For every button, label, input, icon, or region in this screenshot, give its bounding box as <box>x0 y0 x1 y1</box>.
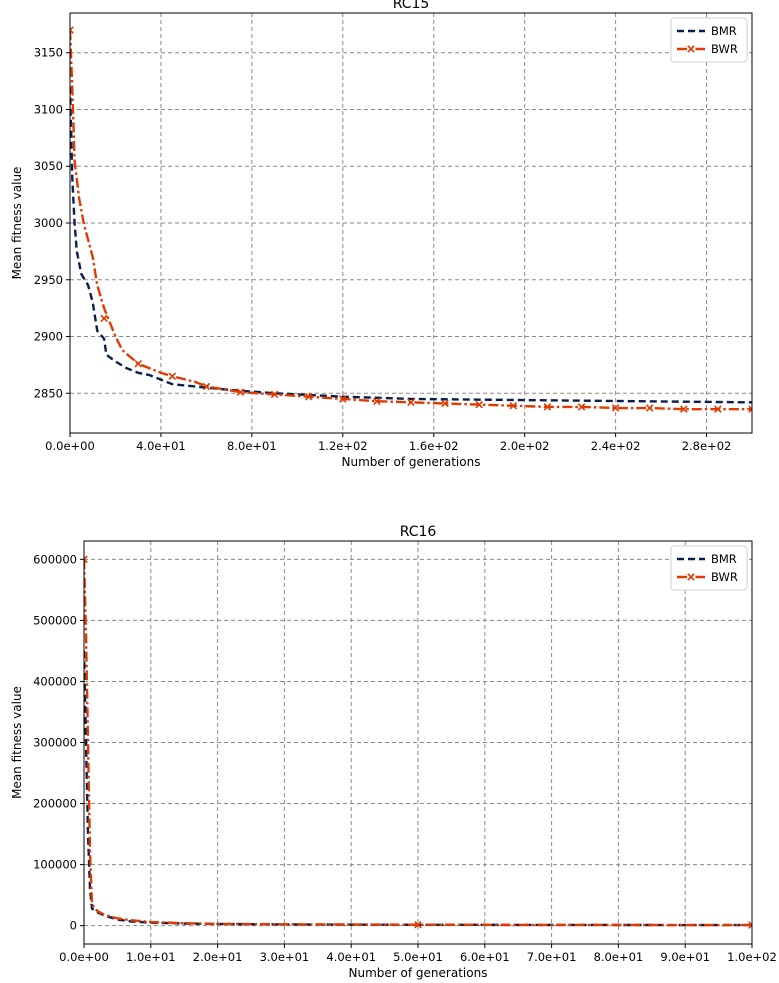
data-point-bwr <box>748 921 752 929</box>
x-tick-label: 1.6e+02 <box>409 439 459 453</box>
data-point-bwr <box>509 401 518 410</box>
chart-0: 0.0e+00 4.0e+01 8.0e+01 1.2e+02 1.6e+02 2.0e+… <box>10 0 753 469</box>
data-point-bwr <box>304 392 313 401</box>
series-group <box>84 555 752 929</box>
y-tick-label: 3050 <box>34 159 63 173</box>
legend-marker-bwr <box>687 45 695 53</box>
legend-label-bwr: BWR <box>711 570 738 584</box>
y-tick-label: 3100 <box>34 102 63 116</box>
series-group <box>70 26 752 413</box>
y-axis-label: Mean fitness value <box>10 686 24 799</box>
x-tick-label: 9.0e+01 <box>660 950 710 964</box>
y-tick-label: 3000 <box>34 216 63 230</box>
data-point-bwr <box>414 920 422 929</box>
x-axis-label: Number of generations <box>349 966 488 980</box>
legend-label-bmr: BMR <box>711 552 737 566</box>
data-point-bwr <box>475 400 483 409</box>
series-line-bwr <box>70 29 752 411</box>
data-point-bwr <box>168 372 177 381</box>
y-tick-label: 2850 <box>34 386 63 400</box>
data-point-bwr <box>407 398 415 407</box>
data-point-bwr <box>680 405 688 413</box>
x-tick-label: 6.0e+01 <box>460 950 510 964</box>
data-point-bwr <box>270 390 279 399</box>
x-tick-label: 0.0e+00 <box>45 439 95 453</box>
data-point-bwr <box>236 388 245 396</box>
x-tick-label: 4.0e+01 <box>326 950 376 964</box>
x-tick-label: 4.0e+01 <box>136 439 186 453</box>
y-tick-label: 400000 <box>33 674 77 688</box>
y-tick-label: 200000 <box>33 797 77 811</box>
plot-frame <box>69 12 753 434</box>
x-axis-label: Number of generations <box>342 455 481 469</box>
x-tick-label: 5.0e+01 <box>393 950 443 964</box>
y-tick-label: 300000 <box>33 736 77 750</box>
x-tick-label: 8.0e+01 <box>227 439 277 453</box>
x-tick-label: 2.0e+01 <box>193 950 243 964</box>
y-axis-label: Mean fitness value <box>10 167 24 280</box>
x-tick-label: 8.0e+01 <box>594 950 644 964</box>
data-point-bwr <box>441 399 449 408</box>
data-point-bwr <box>611 404 620 412</box>
data-point-bwr <box>100 314 108 323</box>
y-tick-label: 3150 <box>34 46 63 60</box>
data-point-bwr <box>714 405 722 413</box>
legend: BMR BWR <box>670 17 748 63</box>
y-tick-label: 500000 <box>33 613 77 627</box>
x-tick-label: 1.0e+01 <box>126 950 176 964</box>
x-tick-label: 1.0e+02 <box>727 950 777 964</box>
series-line-bmr <box>84 650 752 927</box>
x-tick-label: 3.0e+01 <box>260 950 310 964</box>
chart-title: RC15 <box>393 0 430 12</box>
data-point-bwr <box>543 403 552 411</box>
legend-label-bwr: BWR <box>711 42 738 56</box>
data-point-bwr <box>748 405 752 413</box>
data-point-bwr <box>134 359 142 368</box>
legend-label-bmr: BMR <box>711 24 737 38</box>
y-tick-label: 600000 <box>33 552 77 566</box>
chart-1: 0.0e+00 1.0e+01 2.0e+01 3.0e+01 4.0e+01 5.0e+… <box>10 524 777 980</box>
y-tick-label: 2950 <box>34 273 63 287</box>
data-point-bwr <box>202 382 211 391</box>
data-point-bwr <box>577 403 586 411</box>
data-point-bwr <box>70 26 74 34</box>
y-tick-label: 100000 <box>33 858 77 872</box>
data-point-bwr <box>645 404 654 412</box>
data-point-bwr <box>339 395 347 403</box>
chart-title: RC16 <box>400 524 437 540</box>
y-tick-label: 2900 <box>34 330 63 344</box>
y-tick-label: 0 <box>70 919 77 933</box>
x-tick-label: 2.4e+02 <box>591 439 641 453</box>
x-tick-label: 2.8e+02 <box>682 439 732 453</box>
data-point-bwr <box>373 397 381 405</box>
x-tick-label: 2.0e+02 <box>500 439 550 453</box>
x-tick-label: 1.2e+02 <box>318 439 368 453</box>
x-tick-label: 7.0e+01 <box>527 950 577 964</box>
series-line-bmr <box>70 86 752 404</box>
legend-marker-bwr <box>687 573 695 581</box>
data-point-bwr <box>84 555 88 564</box>
legend: BMR BWR <box>670 545 748 591</box>
x-tick-label: 0.0e+00 <box>59 950 109 964</box>
